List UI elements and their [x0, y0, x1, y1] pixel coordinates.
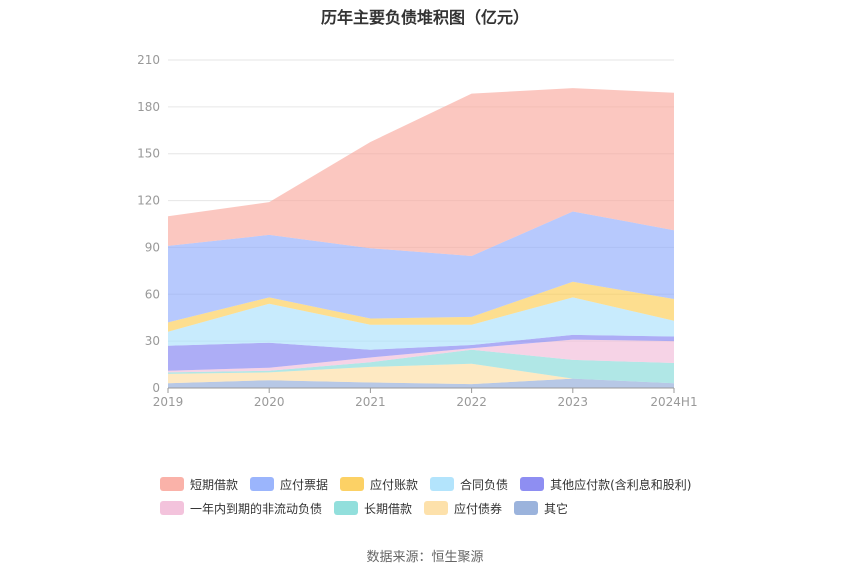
legend-label: 应付债券 — [454, 501, 503, 516]
legend-swatch — [340, 477, 365, 491]
x-tick-label: 2024H1 — [650, 395, 697, 409]
series-area — [168, 88, 674, 256]
legend-label: 短期借款 — [190, 477, 239, 492]
series-area — [168, 334, 674, 371]
series-area — [168, 297, 674, 350]
legend-swatch — [334, 501, 359, 515]
legend-item[interactable]: 长期借款 — [334, 500, 412, 517]
legend-swatch — [430, 477, 455, 491]
legend-item[interactable]: 短期借款 — [160, 476, 238, 493]
legend-label: 长期借款 — [364, 501, 413, 516]
series-area — [168, 339, 674, 373]
legend-item[interactable]: 应付票据 — [250, 476, 328, 493]
legend-swatch — [424, 501, 449, 515]
series-areas — [168, 88, 674, 388]
y-tick-label: 150 — [137, 147, 160, 161]
legend-item[interactable]: 合同负债 — [430, 476, 508, 493]
axes: 0 30 60 90 120 150 180 210 2019 2020 2021 2022 2023 2… — [137, 53, 698, 409]
stacked-area-chart: 0 30 60 90 120 150 180 210 2019 2020 2021 2022 2023 2… — [137, 53, 698, 409]
legend-row: 一年内到期的非流动负债 长期借款 应付债券 其它 — [160, 496, 720, 520]
legend-label: 一年内到期的非流动负债 — [190, 501, 323, 516]
legend-swatch — [160, 501, 184, 515]
legend-label: 应付账款 — [370, 477, 419, 492]
series-area — [168, 378, 674, 388]
legend-swatch — [250, 477, 275, 491]
legend-item[interactable]: 应付债券 — [424, 500, 502, 517]
y-tick-label: 60 — [145, 287, 160, 301]
y-tick-label: 210 — [137, 53, 160, 67]
chart-title: 历年主要负债堆积图（亿元） — [320, 8, 529, 27]
series-area — [168, 349, 674, 384]
x-tick-label: 2022 — [456, 395, 487, 409]
legend-item[interactable]: 其他应付款(含利息和股利) — [520, 476, 691, 493]
data-source-note: 数据来源：恒生聚源 — [366, 550, 484, 565]
legend-item[interactable]: 其它 — [514, 500, 568, 517]
legend-swatch — [514, 501, 539, 515]
x-tick-label: 2020 — [254, 395, 285, 409]
legend: 短期借款 应付票据 应付账款 合同负债 其他应付款(含利息和股利) 一年内到期的非流动负债… — [160, 472, 720, 520]
y-tick-label: 30 — [145, 334, 160, 348]
legend-row: 短期借款 应付票据 应付账款 合同负债 其他应付款(含利息和股利) — [160, 472, 720, 496]
legend-label: 合同负债 — [460, 477, 509, 492]
series-area — [168, 211, 674, 323]
y-tick-label: 0 — [152, 381, 160, 395]
legend-swatch — [160, 477, 184, 491]
series-area — [168, 363, 674, 385]
legend-label: 其他应付款(含利息和股利) — [550, 477, 692, 492]
legend-item[interactable]: 应付账款 — [340, 476, 418, 493]
legend-label: 应付票据 — [280, 477, 329, 492]
y-tick-label: 90 — [145, 240, 160, 254]
y-tick-label: 120 — [137, 194, 160, 208]
y-tick-label: 180 — [137, 100, 160, 114]
series-area — [168, 281, 674, 332]
legend-swatch — [520, 477, 545, 491]
x-tick-label: 2019 — [153, 395, 184, 409]
x-tick-label: 2021 — [355, 395, 386, 409]
legend-label: 其它 — [544, 501, 569, 516]
legend-item[interactable]: 一年内到期的非流动负债 — [160, 500, 322, 517]
x-tick-label: 2023 — [558, 395, 589, 409]
